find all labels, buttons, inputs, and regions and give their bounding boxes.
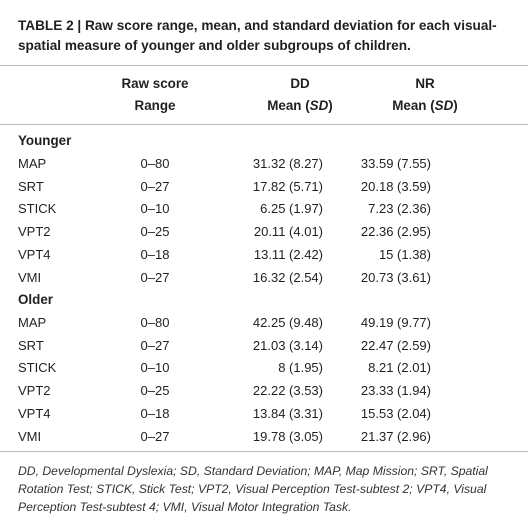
- cell-nr: 23.33 (1.94): [360, 383, 431, 398]
- cell-dd: 13.11 (2.42): [253, 247, 323, 262]
- cell-measure: VPT4: [18, 406, 51, 421]
- group-label: Younger: [18, 133, 72, 148]
- cell-nr: 21.37 (2.96): [360, 429, 431, 444]
- cell-dd: 42.25 (9.48): [252, 315, 323, 330]
- cell-dd: 21.03 (3.14): [252, 338, 323, 353]
- header-nr-mean-sd: Mean (SD): [365, 98, 485, 114]
- table-footnote: DD, Developmental Dyslexia; SD, Standard…: [18, 464, 488, 514]
- cell-measure: STICK: [18, 360, 57, 375]
- header-nr-sd-label: SD: [434, 98, 454, 113]
- cell-range: 0–27: [140, 338, 170, 353]
- cell-measure: SRT: [18, 338, 44, 353]
- cell-measure: MAP: [18, 315, 47, 330]
- cell-nr: 20.18 (3.59): [360, 179, 431, 194]
- header-dd-mean-sd: Mean (SD): [225, 98, 375, 114]
- cell-dd: 20.11 (4.01): [253, 224, 323, 239]
- cell-range: 0–25: [140, 224, 170, 239]
- cell-measure: SRT: [18, 179, 44, 194]
- cell-range: 0–27: [140, 179, 170, 194]
- cell-measure: VPT4: [18, 247, 51, 262]
- cell-nr: 49.19 (9.77): [360, 315, 431, 330]
- header-nr-close: ): [453, 98, 458, 113]
- cell-nr: 22.36 (2.95): [360, 224, 431, 239]
- header-dd-sd-label: SD: [309, 98, 329, 113]
- cell-range: 0–10: [140, 360, 170, 375]
- cell-measure: VMI: [18, 429, 42, 444]
- cell-dd: 31.32 (8.27): [252, 156, 323, 171]
- rule-top: [0, 65, 528, 66]
- header-range: Range: [134, 98, 176, 113]
- cell-measure: STICK: [18, 201, 57, 216]
- cell-range: 0–80: [140, 156, 170, 171]
- cell-dd: 17.82 (5.71): [252, 179, 323, 194]
- cell-measure: VPT2: [18, 383, 51, 398]
- cell-nr: 22.47 (2.59): [360, 338, 431, 353]
- cell-dd: 8 (1.95): [278, 360, 323, 375]
- cell-dd: 16.32 (2.54): [252, 270, 323, 285]
- cell-dd: 13.84 (3.31): [252, 406, 323, 421]
- cell-dd: 22.22 (3.53): [252, 383, 323, 398]
- cell-dd: 19.78 (3.05): [252, 429, 323, 444]
- cell-nr: 33.59 (7.55): [360, 156, 431, 171]
- cell-measure: MAP: [18, 156, 47, 171]
- cell-measure: VPT2: [18, 224, 51, 239]
- cell-range: 0–10: [140, 201, 170, 216]
- cell-range: 0–18: [140, 406, 170, 421]
- cell-nr: 7.23 (2.36): [368, 201, 431, 216]
- cell-measure: VMI: [18, 270, 42, 285]
- cell-nr: 20.73 (3.61): [360, 270, 431, 285]
- group-label: Older: [18, 292, 53, 307]
- cell-nr: 15.53 (2.04): [360, 406, 431, 421]
- header-nr: NR: [415, 76, 435, 91]
- cell-nr: 15 (1.38): [378, 247, 431, 262]
- cell-range: 0–80: [140, 315, 170, 330]
- header-raw-score: Raw score: [121, 76, 189, 91]
- cell-dd: 6.25 (1.97): [260, 201, 323, 216]
- cell-range: 0–27: [140, 429, 170, 444]
- header-nr-mean-label: Mean (: [392, 98, 435, 113]
- cell-nr: 8.21 (2.01): [368, 360, 431, 375]
- table-caption: TABLE 2 | Raw score range, mean, and sta…: [18, 18, 497, 53]
- cell-range: 0–25: [140, 383, 170, 398]
- cell-range: 0–18: [140, 247, 170, 262]
- cell-range: 0–27: [140, 270, 170, 285]
- rule-header: [0, 124, 528, 125]
- rule-bottom: [0, 451, 528, 452]
- header-dd-close: ): [328, 98, 333, 113]
- header-dd: DD: [290, 76, 310, 91]
- header-dd-mean-label: Mean (: [267, 98, 310, 113]
